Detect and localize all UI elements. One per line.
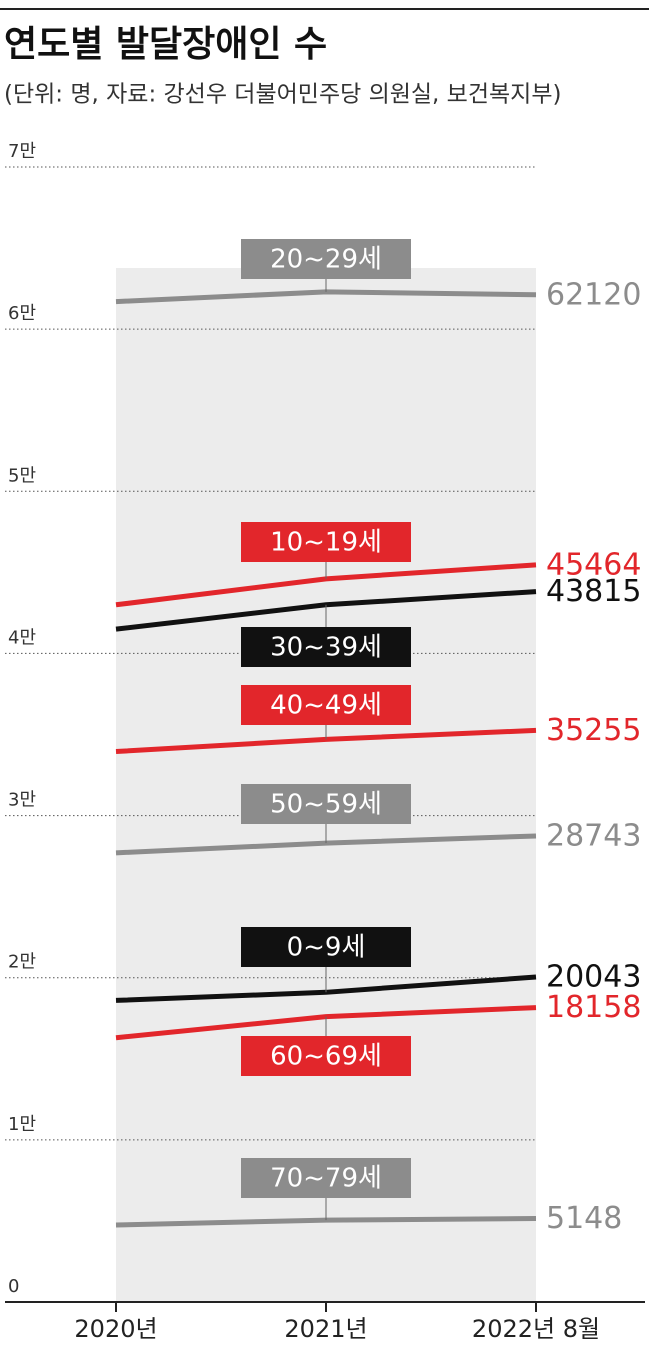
chart-title: 연도별 발달장애인 수 <box>4 24 327 65</box>
chart-subtitle: (단위: 명, 자료: 강선우 더불어민주당 의원실, 보건복지부) <box>4 82 561 108</box>
series-label: 0~9세 <box>287 933 366 963</box>
y-tick-label: 2만 <box>8 952 36 973</box>
value-label: 20043 <box>546 960 641 995</box>
y-tick-label: 6만 <box>8 303 36 324</box>
series-label-box <box>241 1036 411 1076</box>
value-label: 45464 <box>546 547 641 582</box>
value-label: 5148 <box>546 1201 622 1236</box>
y-tick-label: 7만 <box>8 141 36 162</box>
series-label-box <box>241 685 411 725</box>
value-label: 62120 <box>546 277 641 312</box>
series-label-box <box>241 239 411 279</box>
x-tick-label: 2021년 <box>284 1315 367 1343</box>
series-label: 70~79세 <box>270 1164 382 1194</box>
series-label: 50~59세 <box>270 790 382 820</box>
series-label: 60~69세 <box>270 1042 382 1072</box>
value-label: 28743 <box>546 818 641 853</box>
series-label: 20~29세 <box>270 245 382 275</box>
series-label: 30~39세 <box>270 633 382 663</box>
y-tick-label: 5만 <box>8 465 36 486</box>
y-tick-label: 0 <box>8 1276 19 1297</box>
series-label: 10~19세 <box>270 528 382 558</box>
x-tick-label: 2022년 8월 <box>472 1315 600 1343</box>
series-label-box <box>241 784 411 824</box>
value-label: 35255 <box>546 713 641 748</box>
x-tick-label: 2020년 <box>74 1315 157 1343</box>
series-label-box <box>241 927 411 967</box>
value-label: 18158 <box>546 990 641 1025</box>
series-label: 40~49세 <box>270 691 382 721</box>
y-tick-label: 3만 <box>8 790 36 811</box>
series-label-box <box>241 1158 411 1198</box>
series-label-box <box>241 522 411 562</box>
series-label-box <box>241 627 411 667</box>
y-tick-label: 1만 <box>8 1114 36 1135</box>
value-label: 43815 <box>546 574 641 609</box>
y-tick-label: 4만 <box>8 627 36 648</box>
